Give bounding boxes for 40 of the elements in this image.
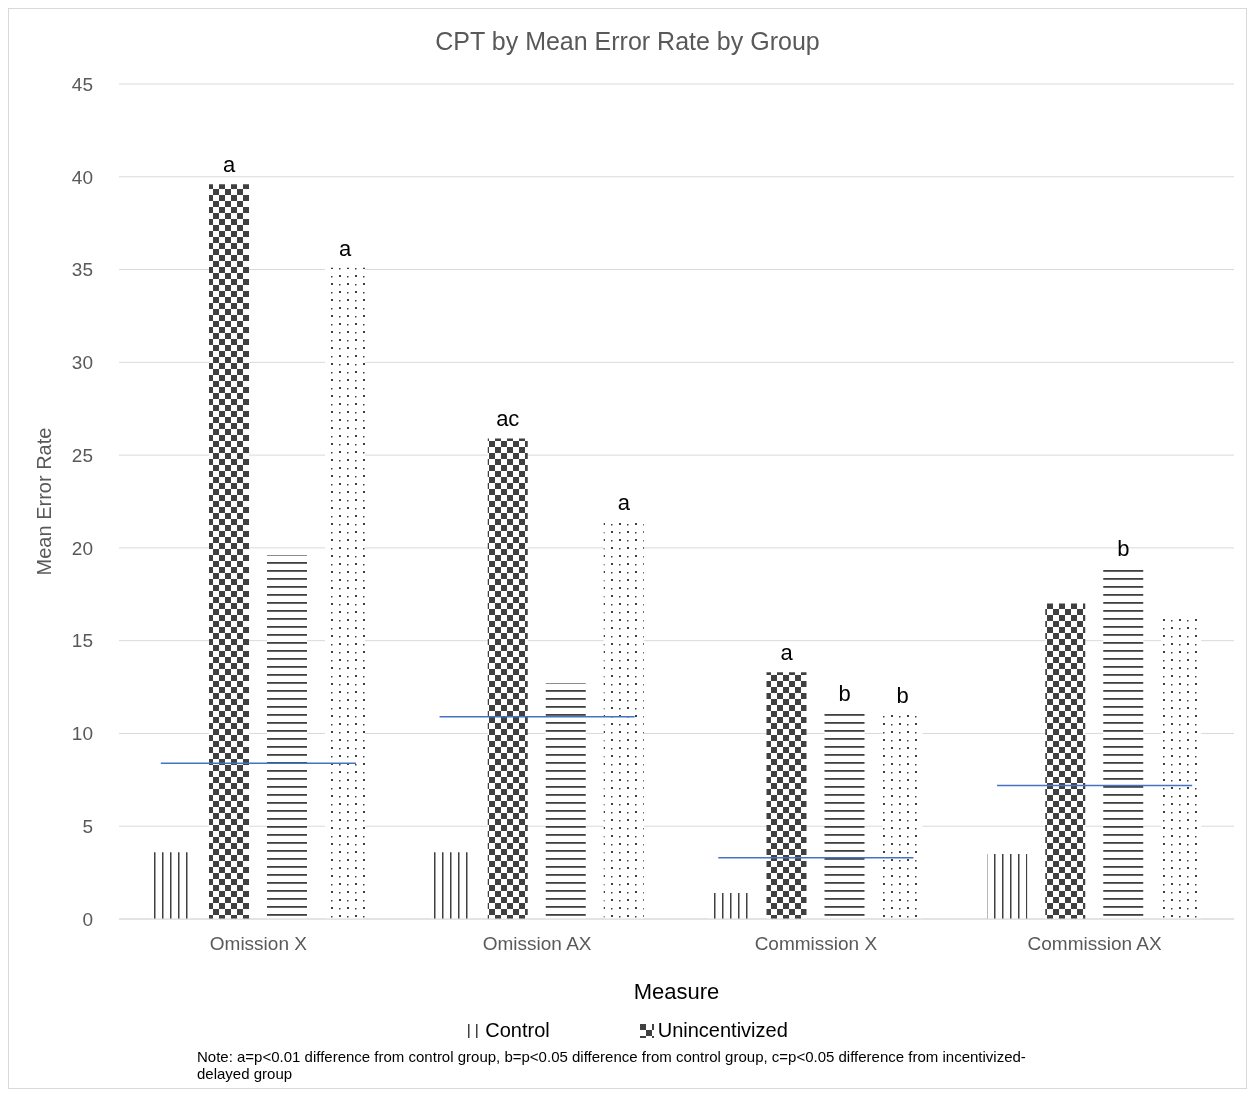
text: Note: a=p<0.01 difference from control group, b=p<0.05 difference from control group, c=p<0.05 difference from incentivized-delayed group (197, 1048, 1027, 1082)
bar (429, 852, 470, 919)
x-axis-title: Measure (633, 979, 720, 1004)
data-label: a (780, 640, 794, 666)
y-tick-label: 5 (82, 815, 93, 837)
bar (1103, 568, 1144, 919)
y-tick-label: 30 (71, 352, 93, 374)
data-label: a (222, 152, 236, 178)
bar (708, 893, 749, 919)
y-tick-label: 35 (71, 259, 93, 281)
chart-title: CPT by Mean Error Rate by Group (434, 27, 821, 56)
data-label: b (838, 681, 851, 707)
data-label: b (896, 682, 909, 708)
y-axis-title: Mean Error Rate (33, 427, 56, 576)
data-label: a (338, 235, 352, 261)
bar (824, 713, 865, 919)
y-tick-label: 45 (71, 73, 93, 95)
bar (545, 683, 586, 919)
bar (1045, 603, 1086, 919)
legend-label: Unincentivized (657, 1019, 788, 1042)
bar (267, 555, 307, 919)
data-label: a (617, 489, 631, 515)
y-tick-label: 25 (71, 444, 93, 466)
y-tick-label: 15 (71, 630, 93, 652)
legend-label: Control (485, 1019, 550, 1042)
data-label: b (1117, 536, 1130, 562)
y-tick-label: 20 (71, 537, 93, 559)
bar (766, 672, 807, 919)
x-tick-label: Omission AX (482, 933, 592, 955)
bar (487, 438, 528, 919)
bar (151, 852, 191, 919)
y-tick-label: 10 (71, 723, 93, 745)
bar (209, 184, 249, 919)
x-tick-label: Commission AX (1027, 933, 1162, 955)
y-tick-label: 40 (71, 166, 93, 188)
data-label: ac (496, 406, 520, 432)
x-tick-label: Omission X (209, 933, 308, 955)
y-tick-label: 0 (82, 908, 93, 930)
bar (987, 854, 1028, 919)
x-tick-label: Commission X (754, 933, 878, 955)
